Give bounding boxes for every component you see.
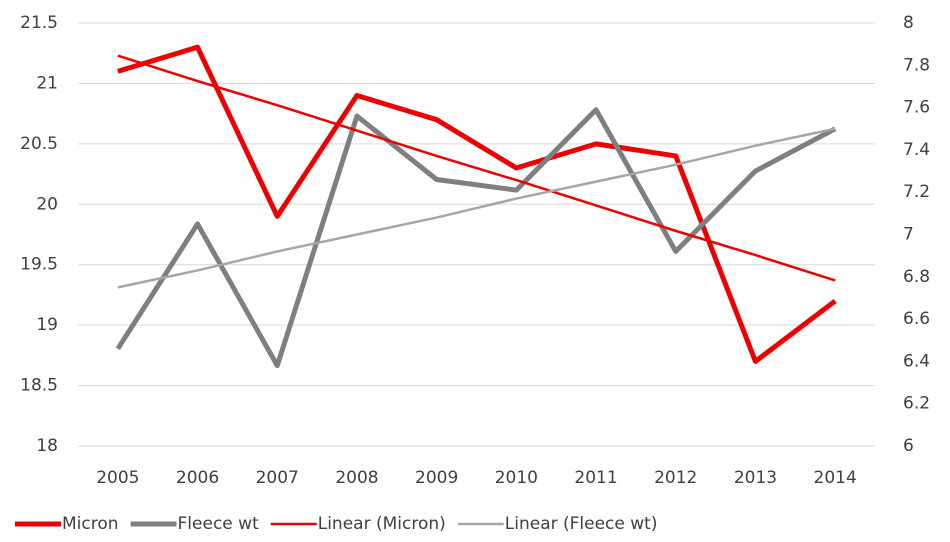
legend-label: Micron	[62, 514, 119, 534]
y2-tick-label: 6.4	[903, 351, 930, 371]
x-tick-label: 2012	[654, 468, 697, 488]
legend-label: Linear (Fleece wt)	[505, 514, 658, 534]
y-tick-label: 19	[36, 315, 58, 335]
y2-tick-label: 6.2	[903, 394, 930, 414]
y-tick-label: 18.5	[20, 376, 58, 396]
x-tick-label: 2011	[574, 468, 617, 488]
y2-tick-label: 7	[903, 225, 914, 245]
y2-tick-label: 7.2	[903, 182, 930, 202]
legend-label: Fleece wt	[178, 514, 260, 534]
y2-tick-label: 8	[903, 13, 914, 33]
series-line	[117, 54, 836, 282]
y2-tick-label: 6	[903, 436, 914, 456]
x-tick-label: 2005	[96, 468, 139, 488]
series-line	[117, 44, 837, 364]
y-tick-label: 19.5	[20, 255, 58, 275]
series-line	[117, 127, 836, 289]
legend-label: Linear (Micron)	[318, 514, 446, 534]
series-line	[115, 107, 837, 369]
x-tick-label: 2007	[256, 468, 299, 488]
y-tick-label: 21	[36, 73, 58, 93]
y-tick-label: 20.5	[20, 134, 58, 154]
y-tick-label: 18	[36, 436, 58, 456]
x-tick-label: 2010	[495, 468, 538, 488]
y-tick-label: 21.5	[20, 13, 58, 33]
x-tick-label: 2006	[176, 468, 219, 488]
y2-tick-label: 6.6	[903, 309, 930, 329]
y2-tick-label: 7.6	[903, 98, 930, 118]
x-tick-label: 2009	[415, 468, 458, 488]
y-tick-label: 20	[36, 194, 58, 214]
y2-tick-label: 7.4	[903, 140, 930, 160]
x-tick-label: 2008	[335, 468, 378, 488]
x-tick-label: 2014	[814, 468, 857, 488]
x-tick-label: 2013	[734, 468, 777, 488]
y2-tick-label: 6.8	[903, 267, 930, 287]
y2-tick-label: 7.8	[903, 55, 930, 75]
